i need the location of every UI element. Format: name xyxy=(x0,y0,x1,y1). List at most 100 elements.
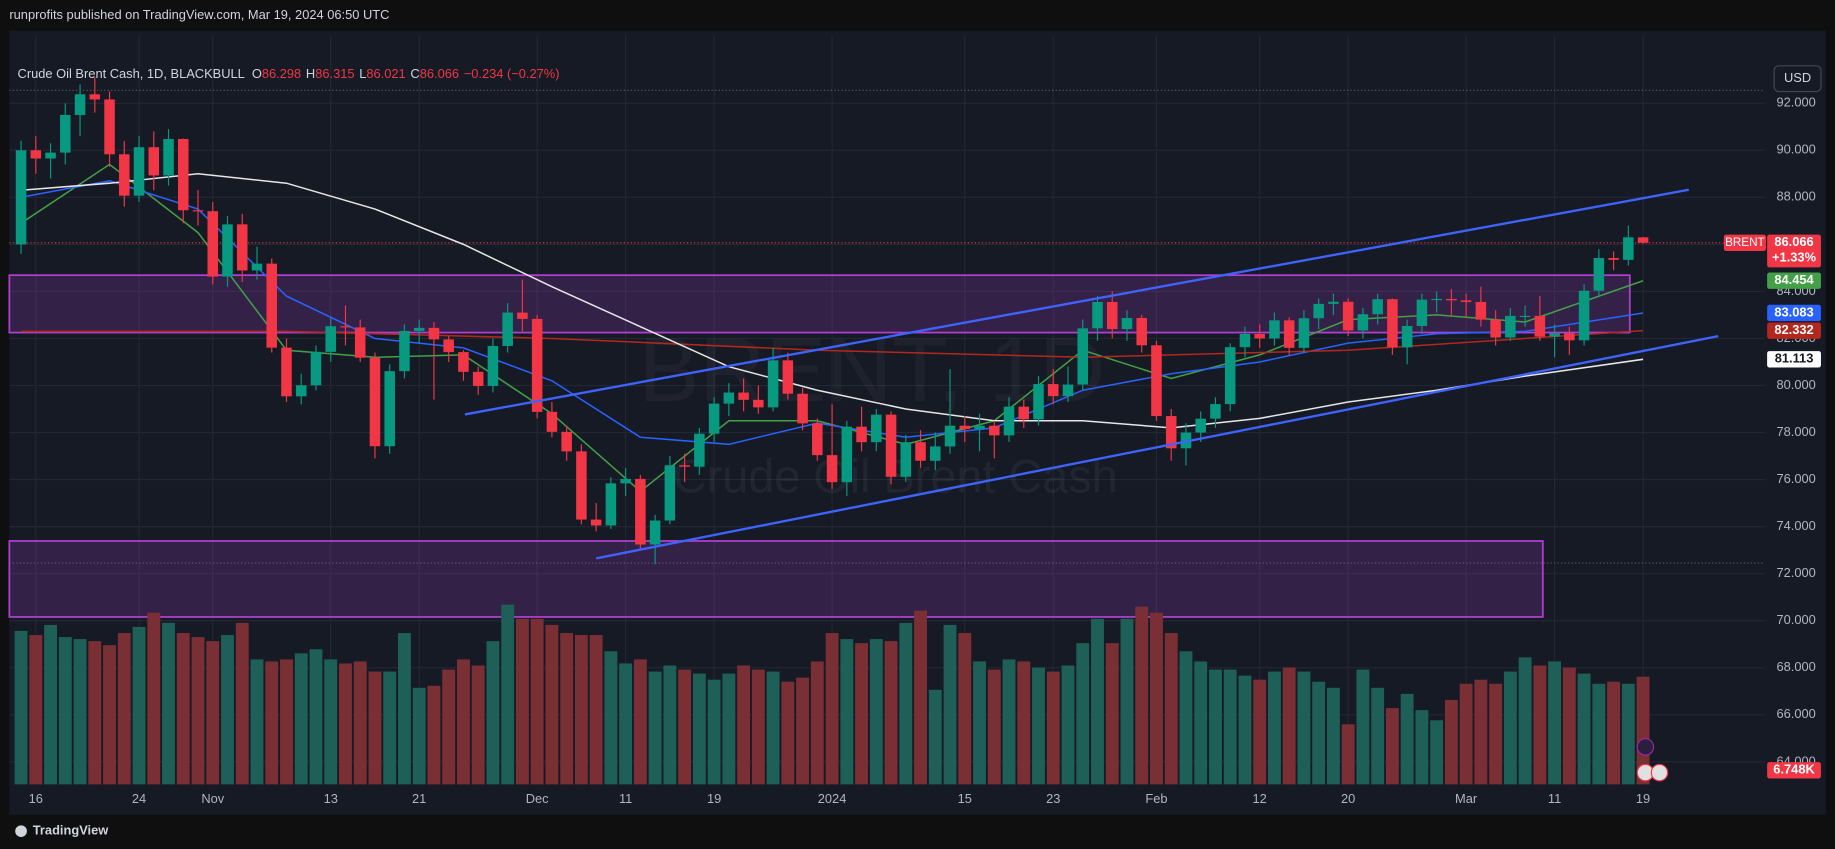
candle-body xyxy=(1387,299,1398,348)
candle-body xyxy=(236,224,248,271)
candle-body xyxy=(222,224,233,277)
candle-body xyxy=(1623,237,1634,260)
candle-body xyxy=(1092,301,1103,329)
volume-value: 6.748K xyxy=(1773,762,1815,777)
volume-bar xyxy=(1179,651,1193,814)
candle-body xyxy=(163,138,174,176)
candle-body xyxy=(119,154,130,196)
volume-bar xyxy=(427,685,441,814)
candle-body xyxy=(133,147,145,196)
candle-body xyxy=(89,94,101,100)
symbol-tag-box xyxy=(1723,234,1766,251)
legend-change: −0.234 (−0.27%) xyxy=(464,67,560,82)
volume-bar xyxy=(29,635,43,814)
volume-bar xyxy=(206,641,220,814)
volume-bar xyxy=(1371,687,1385,814)
x-tick-label: 16 xyxy=(29,791,43,806)
volume-bar xyxy=(648,671,662,814)
ma-value-box xyxy=(1767,351,1821,368)
candle-body xyxy=(944,425,956,447)
volume-bar xyxy=(1194,661,1208,814)
candle-body xyxy=(1106,301,1118,330)
event-icon[interactable] xyxy=(1650,763,1669,782)
volume-bar xyxy=(353,661,367,814)
volume-bar xyxy=(117,633,131,814)
volume-bar xyxy=(589,635,603,814)
price-axis: 64.00066.00068.00070.00072.00074.00076.0… xyxy=(1723,95,1821,779)
volume-bar xyxy=(1474,679,1488,814)
volume-bar xyxy=(1577,673,1591,814)
x-tick-label: 15 xyxy=(958,791,972,806)
volume-bar xyxy=(973,661,986,814)
candle-body xyxy=(1401,325,1413,348)
candle-body xyxy=(295,385,307,397)
volume-bar xyxy=(574,635,588,814)
volume-bar xyxy=(14,630,28,814)
publisher: runprofits published on TradingView.com,… xyxy=(9,7,389,22)
candle-body xyxy=(192,210,204,212)
volume-bar xyxy=(1105,643,1119,814)
volume-bar xyxy=(1061,665,1075,814)
volume-bar xyxy=(899,622,913,814)
volume-bar xyxy=(1489,683,1503,814)
volume-bar xyxy=(1621,683,1635,814)
volume-bar xyxy=(1503,671,1517,814)
candle-body xyxy=(1490,319,1501,338)
y-tick-label: 70.000 xyxy=(1776,612,1815,627)
candle-body xyxy=(974,425,985,430)
volume-bar xyxy=(928,689,942,814)
candle-body xyxy=(1475,301,1487,320)
candle-body xyxy=(1431,298,1442,301)
symbol-tag: BRENT xyxy=(1725,236,1765,249)
candle-body xyxy=(1549,333,1560,337)
candle-body xyxy=(694,433,705,467)
volume-bar xyxy=(987,669,1001,814)
volume-bar xyxy=(1400,693,1414,814)
candle-body xyxy=(1018,406,1030,420)
volume-bar xyxy=(176,633,190,814)
y-tick-label: 72.000 xyxy=(1776,565,1815,580)
candle-body xyxy=(1269,320,1280,339)
volume-bar xyxy=(619,663,633,814)
brand-logo xyxy=(15,825,27,838)
candle-body xyxy=(1239,333,1251,348)
change-pct: +1.33% xyxy=(1772,249,1817,264)
volume-bar xyxy=(250,659,264,814)
volume-bar xyxy=(781,681,795,814)
candle-body xyxy=(664,465,676,521)
volume-bar xyxy=(44,624,57,814)
currency-button[interactable] xyxy=(1773,65,1822,93)
candle-body xyxy=(679,465,690,467)
candle-body xyxy=(502,312,513,346)
legend-key: O xyxy=(252,67,262,82)
volume-bar xyxy=(280,659,293,814)
candle-body xyxy=(281,347,292,397)
volume-bar xyxy=(1017,661,1031,814)
volume-bar xyxy=(722,673,736,814)
candle-body xyxy=(1578,290,1590,341)
volume-bar xyxy=(825,633,839,814)
candle-body xyxy=(1313,303,1324,319)
volume-bar xyxy=(678,669,692,814)
volume-bar xyxy=(796,677,810,814)
ma-value: 81.113 xyxy=(1775,351,1814,366)
candle-body xyxy=(251,263,263,271)
candle-body xyxy=(354,327,366,358)
candle-body xyxy=(517,312,528,319)
candle-body xyxy=(1047,384,1059,397)
y-tick-label: 90.000 xyxy=(1776,142,1815,157)
volume-bar xyxy=(398,633,411,814)
volume-bar xyxy=(1562,667,1576,814)
candle-body xyxy=(900,442,912,477)
volume-bar xyxy=(1120,618,1134,814)
candle-body xyxy=(635,478,646,545)
y-tick-label: 88.000 xyxy=(1776,189,1815,204)
time-labels: 16 24 Nov 13 21 Dec 11 19 2024 15 23 Feb 12 20 Mar 11 19 xyxy=(29,791,1651,806)
y-tick-label: 66.000 xyxy=(1776,706,1815,721)
volume-bar xyxy=(884,641,898,814)
candle-body xyxy=(1564,333,1575,341)
candle-body xyxy=(1372,299,1383,315)
ma-value: 82.332 xyxy=(1774,322,1813,337)
event-icon[interactable] xyxy=(1636,738,1655,756)
